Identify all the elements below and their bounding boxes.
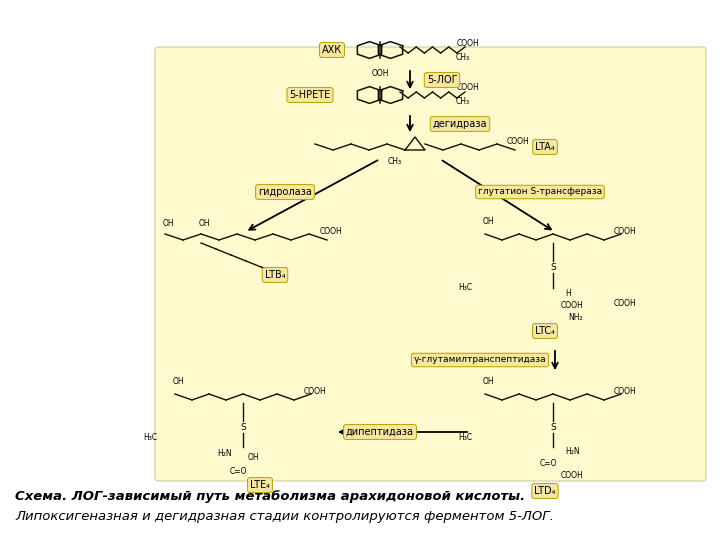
Text: COOH: COOH xyxy=(507,138,529,146)
Text: CH₃: CH₃ xyxy=(456,52,470,62)
Text: CH₃: CH₃ xyxy=(264,273,278,282)
Text: OOH: OOH xyxy=(372,69,389,78)
FancyBboxPatch shape xyxy=(155,47,706,481)
Text: COOH: COOH xyxy=(320,227,343,237)
Text: COOH: COOH xyxy=(304,388,326,396)
Text: OH: OH xyxy=(198,219,210,227)
Text: OH: OH xyxy=(162,219,174,227)
Text: АХК: АХК xyxy=(322,45,342,55)
Text: Липоксигеназная и дегидразная стадии контролируются ферментом 5-ЛОГ.: Липоксигеназная и дегидразная стадии кон… xyxy=(15,510,554,523)
Text: COOH: COOH xyxy=(613,299,636,307)
Text: COOH: COOH xyxy=(456,84,480,92)
Text: C=O: C=O xyxy=(539,458,557,468)
Text: LTA₄: LTA₄ xyxy=(535,142,555,152)
Text: COOH: COOH xyxy=(561,300,584,309)
Text: S: S xyxy=(550,422,556,431)
Text: 5-НРЕТЕ: 5-НРЕТЕ xyxy=(289,90,330,100)
Text: H₂N: H₂N xyxy=(565,448,580,456)
Text: OH: OH xyxy=(172,377,184,387)
Text: LTB₄: LTB₄ xyxy=(265,270,285,280)
Text: H: H xyxy=(565,288,571,298)
Text: CH₃: CH₃ xyxy=(456,98,470,106)
Text: H₃C: H₃C xyxy=(458,434,472,442)
Text: дипептидаза: дипептидаза xyxy=(346,427,414,437)
Text: H₃C: H₃C xyxy=(458,284,472,293)
Text: LTD₄: LTD₄ xyxy=(534,486,556,496)
Text: LTE₄: LTE₄ xyxy=(250,480,270,490)
Text: дегидраза: дегидраза xyxy=(433,119,487,129)
Text: H₂N: H₂N xyxy=(217,449,233,457)
Text: H₃C: H₃C xyxy=(143,434,157,442)
Text: CH₃: CH₃ xyxy=(388,157,402,165)
Text: COOH: COOH xyxy=(456,38,480,48)
Text: 5-ЛОГ: 5-ЛОГ xyxy=(427,75,457,85)
Text: OH: OH xyxy=(482,377,494,387)
Text: S: S xyxy=(550,262,556,272)
Text: глутатион S-трансфераза: глутатион S-трансфераза xyxy=(478,187,602,197)
Text: гидролаза: гидролаза xyxy=(258,187,312,197)
Text: NH₂: NH₂ xyxy=(568,314,582,322)
Text: S: S xyxy=(240,422,246,431)
Text: COOH: COOH xyxy=(613,227,636,237)
Text: LTC₄: LTC₄ xyxy=(535,326,555,336)
Text: OH: OH xyxy=(482,218,494,226)
Text: C=O: C=O xyxy=(229,467,247,476)
Text: OH: OH xyxy=(248,454,260,462)
Text: Схема. ЛОГ-зависимый путь метаболизма арахидоновой кислоты.: Схема. ЛОГ-зависимый путь метаболизма ар… xyxy=(15,490,525,503)
Text: COOH: COOH xyxy=(561,470,584,480)
Text: COOH: COOH xyxy=(613,388,636,396)
Text: γ-глутамилтранспептидаза: γ-глутамилтранспептидаза xyxy=(414,355,546,364)
